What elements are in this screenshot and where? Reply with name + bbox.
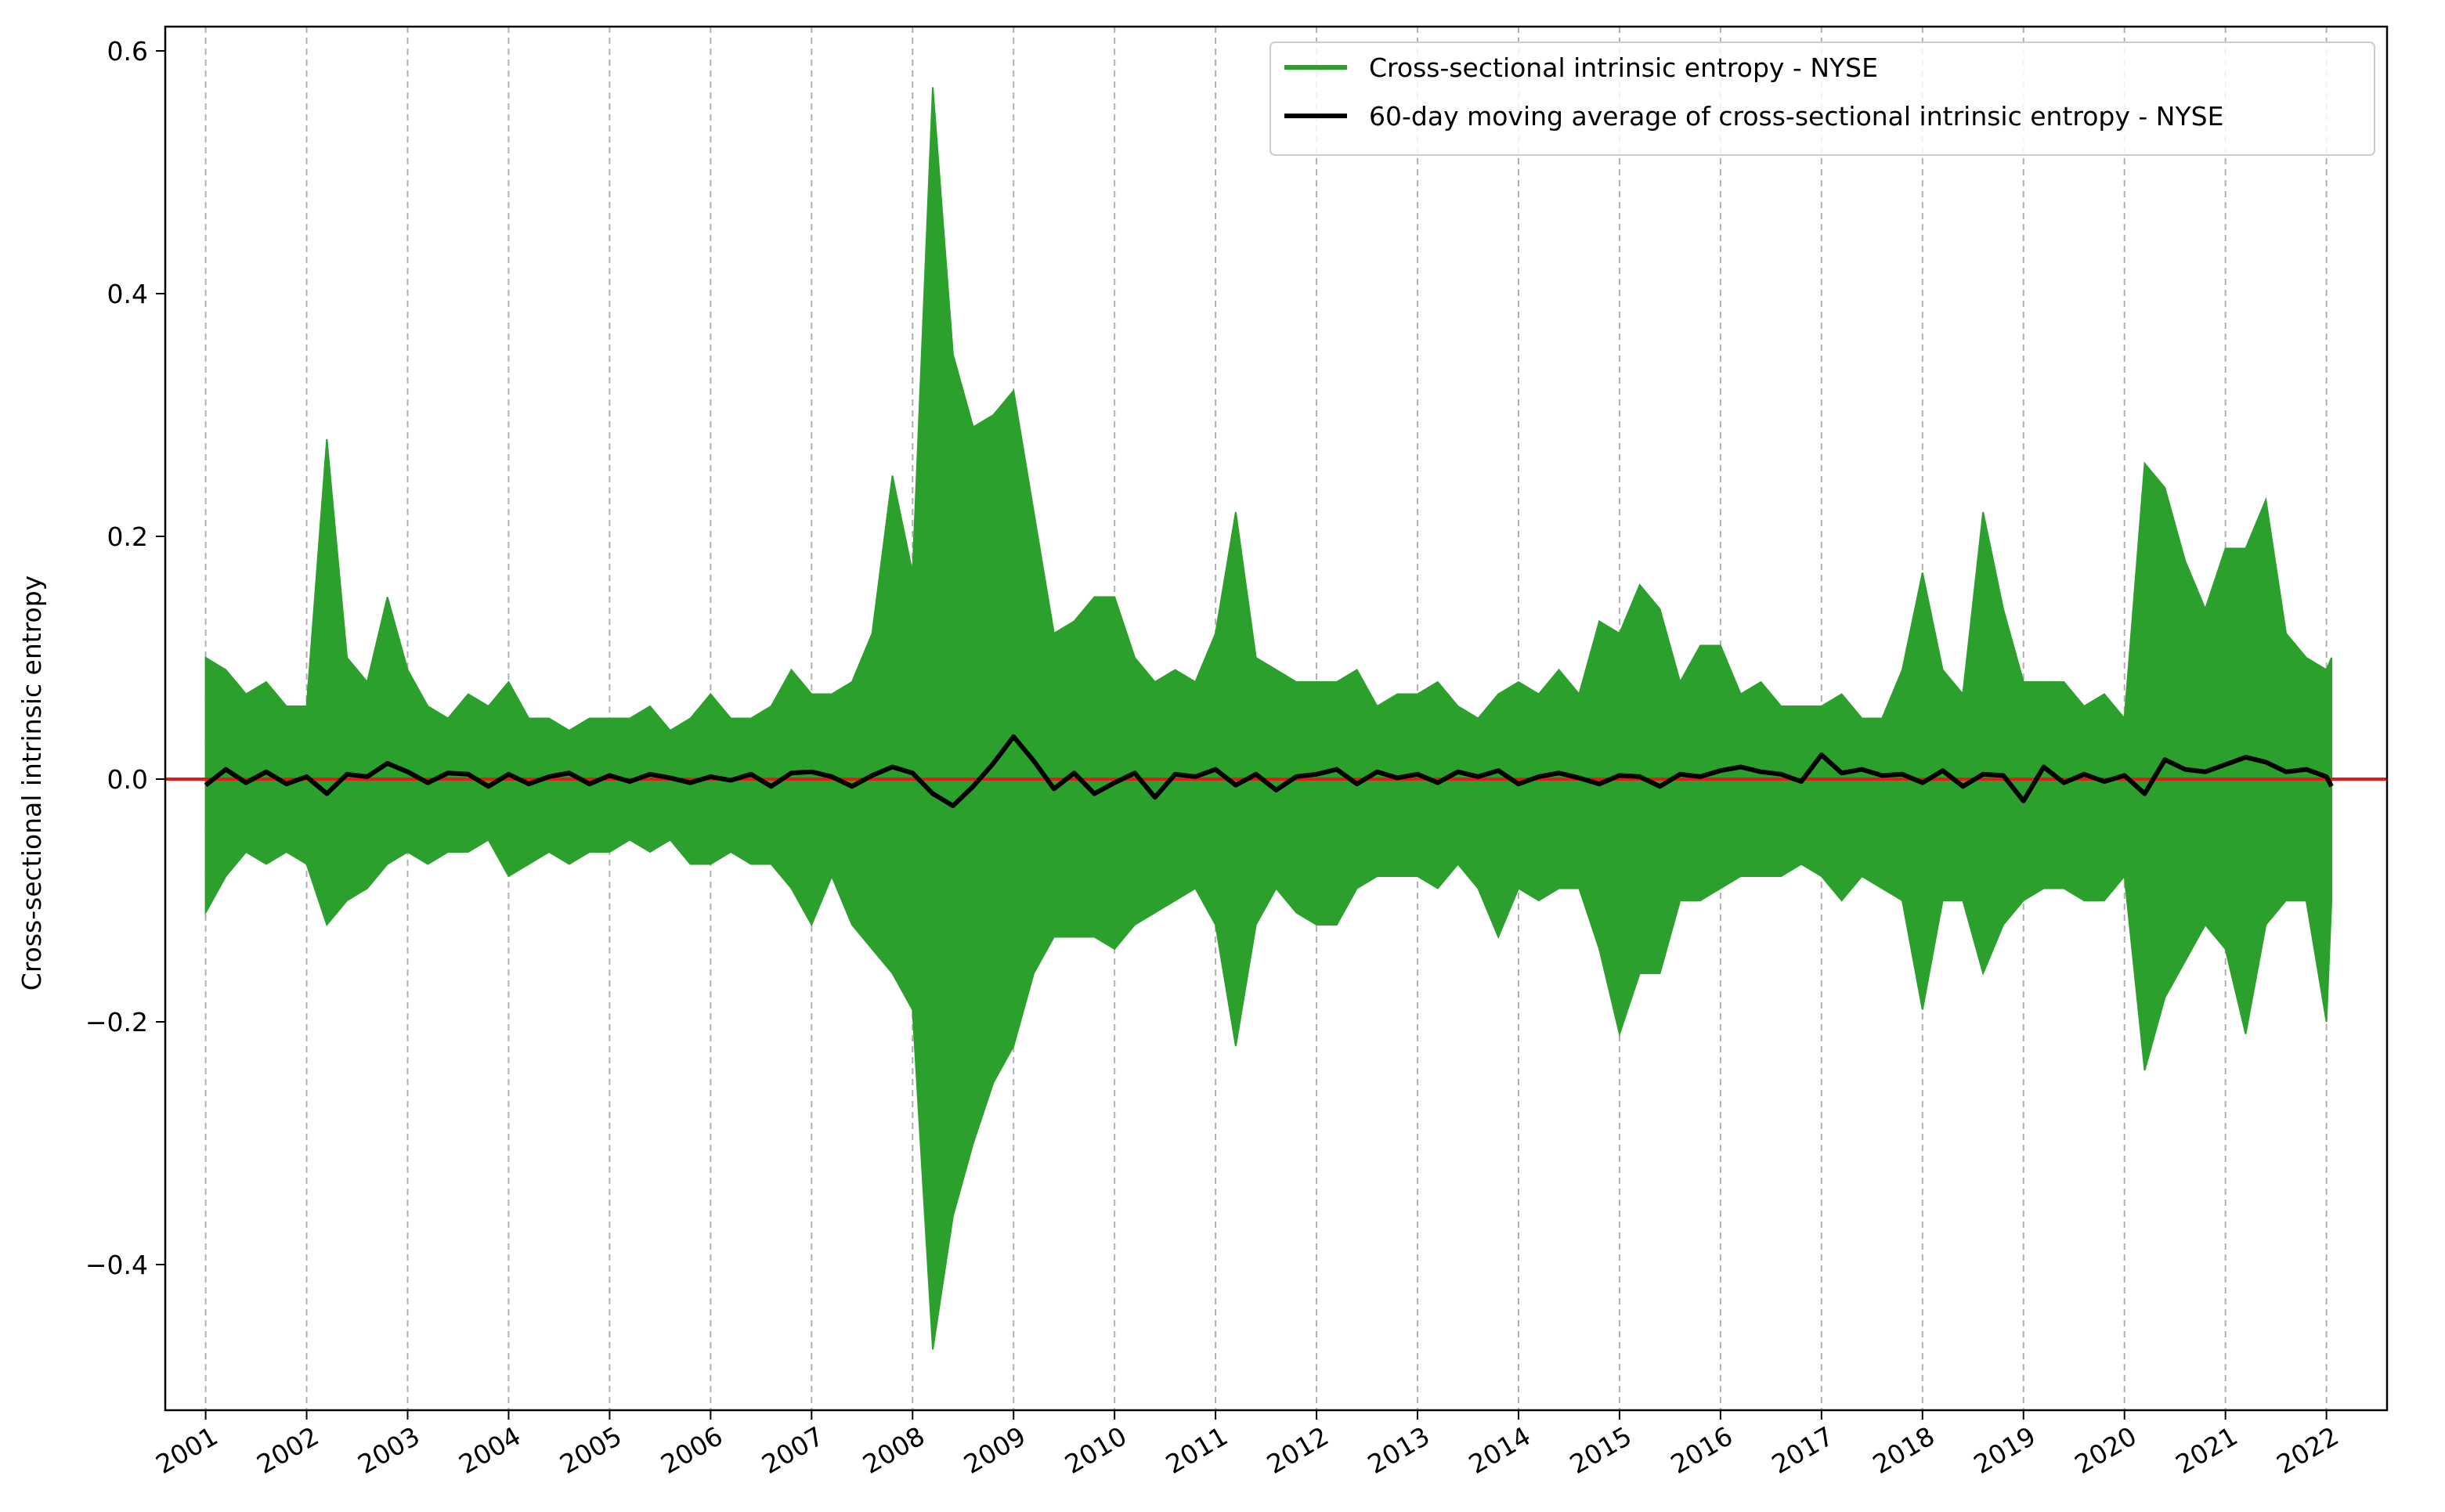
legend-box	[1269, 41, 2375, 156]
moving-average-line	[204, 734, 2334, 809]
plot-frame	[164, 25, 2389, 1412]
legend-label-entropy: Cross-sectional intrinsic entropy - NYSE	[1369, 52, 1878, 83]
legend-label-moving-average: 60-day moving average of cross-sectional…	[1369, 101, 2223, 132]
y-tick-label-4: −0.2	[85, 1007, 148, 1037]
y-tick-label-1: 0.4	[107, 279, 148, 309]
plot-area	[165, 87, 2387, 1350]
legend: Cross-sectional intrinsic entropy - NYSE…	[1269, 41, 2375, 156]
y-tick-label-5: −0.4	[85, 1250, 148, 1280]
y-axis-title: Cross-sectional intrinsic entropy	[16, 576, 47, 991]
y-axis: 0.6 0.4 0.2 0.0 −0.2 −0.4	[85, 36, 165, 1280]
y-tick-label-0: 0.6	[107, 36, 148, 67]
entropy-series-envelope	[204, 87, 2333, 1350]
y-tick-label-2: 0.2	[107, 521, 148, 552]
y-tick-label-3: 0.0	[107, 764, 148, 795]
